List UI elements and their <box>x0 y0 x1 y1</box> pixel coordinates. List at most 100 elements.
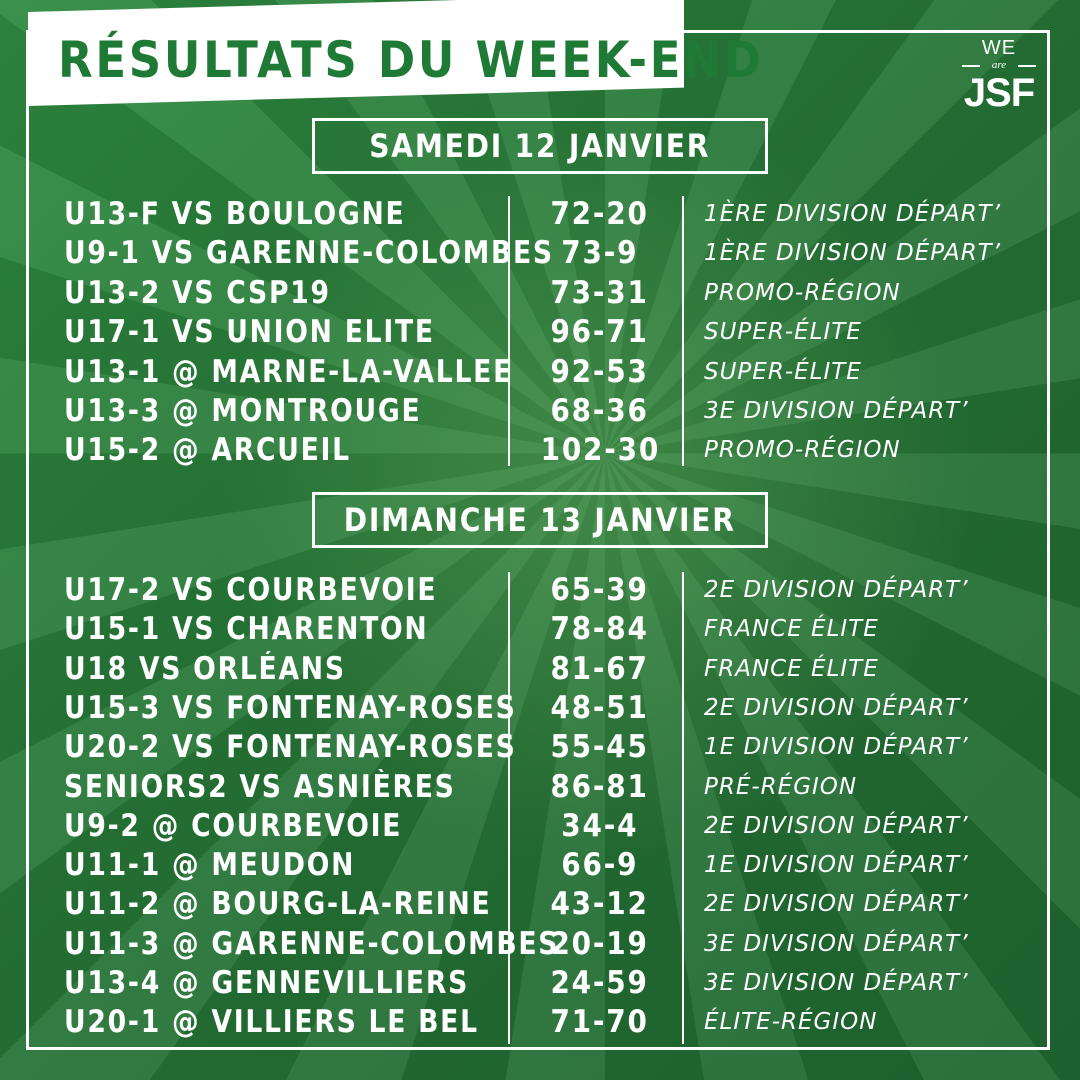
saturday-divider-left <box>508 196 510 466</box>
match-name: U17-1 VS UNION ELITE <box>64 314 435 351</box>
result-row: U15-3 VS FONTENAY-ROSES 48-51 2E DIVISION … <box>0 688 1080 728</box>
match-division: 2E DIVISION DÉPART’ <box>704 812 969 839</box>
match-name: U15-2 @ ARCUEIL <box>64 432 351 469</box>
match-name: U20-1 @ VILLIERS LE BEL <box>64 1004 479 1041</box>
saturday-heading: SAMEDI 12 JANVIER <box>369 127 711 165</box>
match-name: U13-2 VS CSP19 <box>64 274 331 311</box>
match-name: U11-3 @ GARENNE-COLOMBES <box>64 925 560 962</box>
sunday-divider-right <box>682 572 684 1044</box>
match-name: U9-2 @ COURBEVOIE <box>64 807 403 844</box>
match-division: 3E DIVISION DÉPART’ <box>704 398 969 424</box>
match-score: 48-51 <box>550 689 650 726</box>
match-score-cell: 96-71 <box>520 312 680 352</box>
result-row: U9-2 @ COURBEVOIE 34-4 2E DIVISION DÉPART’ <box>0 806 1080 846</box>
match-division: 1E DIVISION DÉPART’ <box>704 852 969 879</box>
result-row: U13-2 VS CSP19 73-31 PROMO-RÉGION <box>0 273 1080 313</box>
result-row: U13-3 @ MONTROUGE 68-36 3E DIVISION DÉPART… <box>0 391 1080 431</box>
result-row: U13-4 @ GENNEVILLIERS 24-59 3E DIVISION DÉ… <box>0 963 1080 1003</box>
result-row: U18 VS ORLÉANS 81-67 FRANCE ÉLITE <box>0 649 1080 689</box>
match-score-cell: 68-36 <box>520 391 680 431</box>
result-row: U17-1 VS UNION ELITE 96-71 SUPER-ÉLITE <box>0 312 1080 352</box>
match-division: PROMO-RÉGION <box>704 279 901 306</box>
result-row: U11-3 @ GARENNE-COLOMBES 20-19 3E DIVISION… <box>0 924 1080 964</box>
match-score-cell: 72-20 <box>520 194 680 234</box>
match-score-cell: 24-59 <box>520 963 680 1003</box>
match-name: U13-3 @ MONTROUGE <box>64 393 422 429</box>
match-division: SUPER-ÉLITE <box>704 319 862 346</box>
match-score: 86-81 <box>550 768 650 805</box>
match-score-cell: 92-53 <box>520 352 680 392</box>
match-division: 2E DIVISION DÉPART’ <box>704 694 969 721</box>
match-score: 66-9 <box>561 847 639 884</box>
match-score: 102-30 <box>540 432 660 469</box>
result-row: U13-F VS BOULOGNE 72-20 1ÈRE DIVISION DÉPA… <box>0 194 1080 234</box>
match-score: 24-59 <box>550 965 650 1001</box>
match-score-cell: 81-67 <box>520 649 680 689</box>
match-score-cell: 73-9 <box>520 233 680 273</box>
match-name: SENIORS2 VS ASNIÈRES <box>64 768 456 805</box>
match-score: 68-36 <box>550 393 650 429</box>
match-division: PROMO-RÉGION <box>704 437 901 464</box>
match-division: FRANCE ÉLITE <box>704 616 879 643</box>
match-name: U15-1 VS CHARENTON <box>64 611 429 648</box>
result-row: U15-2 @ ARCUEIL 102-30 PROMO-RÉGION <box>0 430 1080 470</box>
logo-rule-left <box>962 65 980 67</box>
match-division: ÉLITE-RÉGION <box>704 1009 878 1036</box>
match-name: U15-3 VS FONTENAY-ROSES <box>64 689 517 726</box>
result-row: U11-1 @ MEUDON 66-9 1E DIVISION DÉPART’ <box>0 845 1080 885</box>
match-name: U11-1 @ MEUDON <box>64 847 356 884</box>
result-row: U20-2 VS FONTENAY-ROSES 55-45 1E DIVISION … <box>0 727 1080 767</box>
match-score: 71-70 <box>550 1004 650 1041</box>
match-name: U20-2 VS FONTENAY-ROSES <box>64 729 517 766</box>
match-score-cell: 73-31 <box>520 273 680 313</box>
match-score: 96-71 <box>550 314 650 351</box>
match-name: U18 VS ORLÉANS <box>64 650 346 687</box>
match-score-cell: 48-51 <box>520 688 680 728</box>
match-score-cell: 78-84 <box>520 609 680 649</box>
match-division: FRANCE ÉLITE <box>704 655 879 682</box>
result-row: U13-1 @ MARNE-LA-VALLEE 92-53 SUPER-ÉLITE <box>0 352 1080 392</box>
page-title: RÉSULTATS DU WEEK-END <box>58 31 764 89</box>
match-score-cell: 86-81 <box>520 767 680 807</box>
match-name: U17-2 VS COURBEVOIE <box>64 572 438 608</box>
match-division: 2E DIVISION DÉPART’ <box>704 891 969 918</box>
match-score: 73-9 <box>561 235 639 272</box>
match-score: 65-39 <box>550 572 650 608</box>
saturday-heading-box: SAMEDI 12 JANVIER <box>312 118 768 174</box>
result-row: U17-2 VS COURBEVOIE 65-39 2E DIVISION DÉPA… <box>0 570 1080 610</box>
match-name: U13-1 @ MARNE-LA-VALLEE <box>64 353 514 390</box>
match-score-cell: 66-9 <box>520 845 680 885</box>
result-row: U9-1 VS GARENNE-COLOMBES 73-9 1ÈRE DIVISIO… <box>0 233 1080 273</box>
match-score-cell: 20-19 <box>520 924 680 964</box>
match-score: 34-4 <box>561 807 639 844</box>
match-division: 3E DIVISION DÉPART’ <box>704 970 969 996</box>
match-name: U13-4 @ GENNEVILLIERS <box>64 965 470 1001</box>
logo-we-text: WE <box>981 37 1017 59</box>
match-name: U9-1 VS GARENNE-COLOMBES <box>64 235 554 272</box>
match-score-cell: 102-30 <box>520 430 680 470</box>
match-score: 20-19 <box>550 925 650 962</box>
result-row: SENIORS2 VS ASNIÈRES 86-81 PRÉ-RÉGION <box>0 767 1080 807</box>
match-division: 1ÈRE DIVISION DÉPART’ <box>704 240 1002 267</box>
match-score: 81-67 <box>550 650 650 687</box>
match-score-cell: 55-45 <box>520 727 680 767</box>
match-score-cell: 34-4 <box>520 806 680 846</box>
we-are-jsf-logo: WE are JSF <box>958 38 1040 120</box>
match-score: 92-53 <box>550 353 650 390</box>
match-division: 2E DIVISION DÉPART’ <box>704 577 969 603</box>
sunday-heading: DIMANCHE 13 JANVIER <box>344 501 736 539</box>
sunday-heading-box: DIMANCHE 13 JANVIER <box>312 492 768 548</box>
match-score: 72-20 <box>550 196 650 232</box>
match-score: 73-31 <box>550 274 650 311</box>
match-division: 1E DIVISION DÉPART’ <box>704 734 969 761</box>
match-division: PRÉ-RÉGION <box>704 773 858 800</box>
logo-rule-right <box>1018 65 1036 67</box>
match-score: 55-45 <box>550 729 650 766</box>
match-division: SUPER-ÉLITE <box>704 358 862 385</box>
match-division: 3E DIVISION DÉPART’ <box>704 930 969 957</box>
saturday-divider-right <box>682 196 684 466</box>
result-row: U11-2 @ BOURG-LA-REINE 43-12 2E DIVISION D… <box>0 884 1080 924</box>
logo-jsf-text: JSF <box>963 71 1035 115</box>
match-score-cell: 65-39 <box>520 570 680 610</box>
match-score: 78-84 <box>550 611 650 648</box>
